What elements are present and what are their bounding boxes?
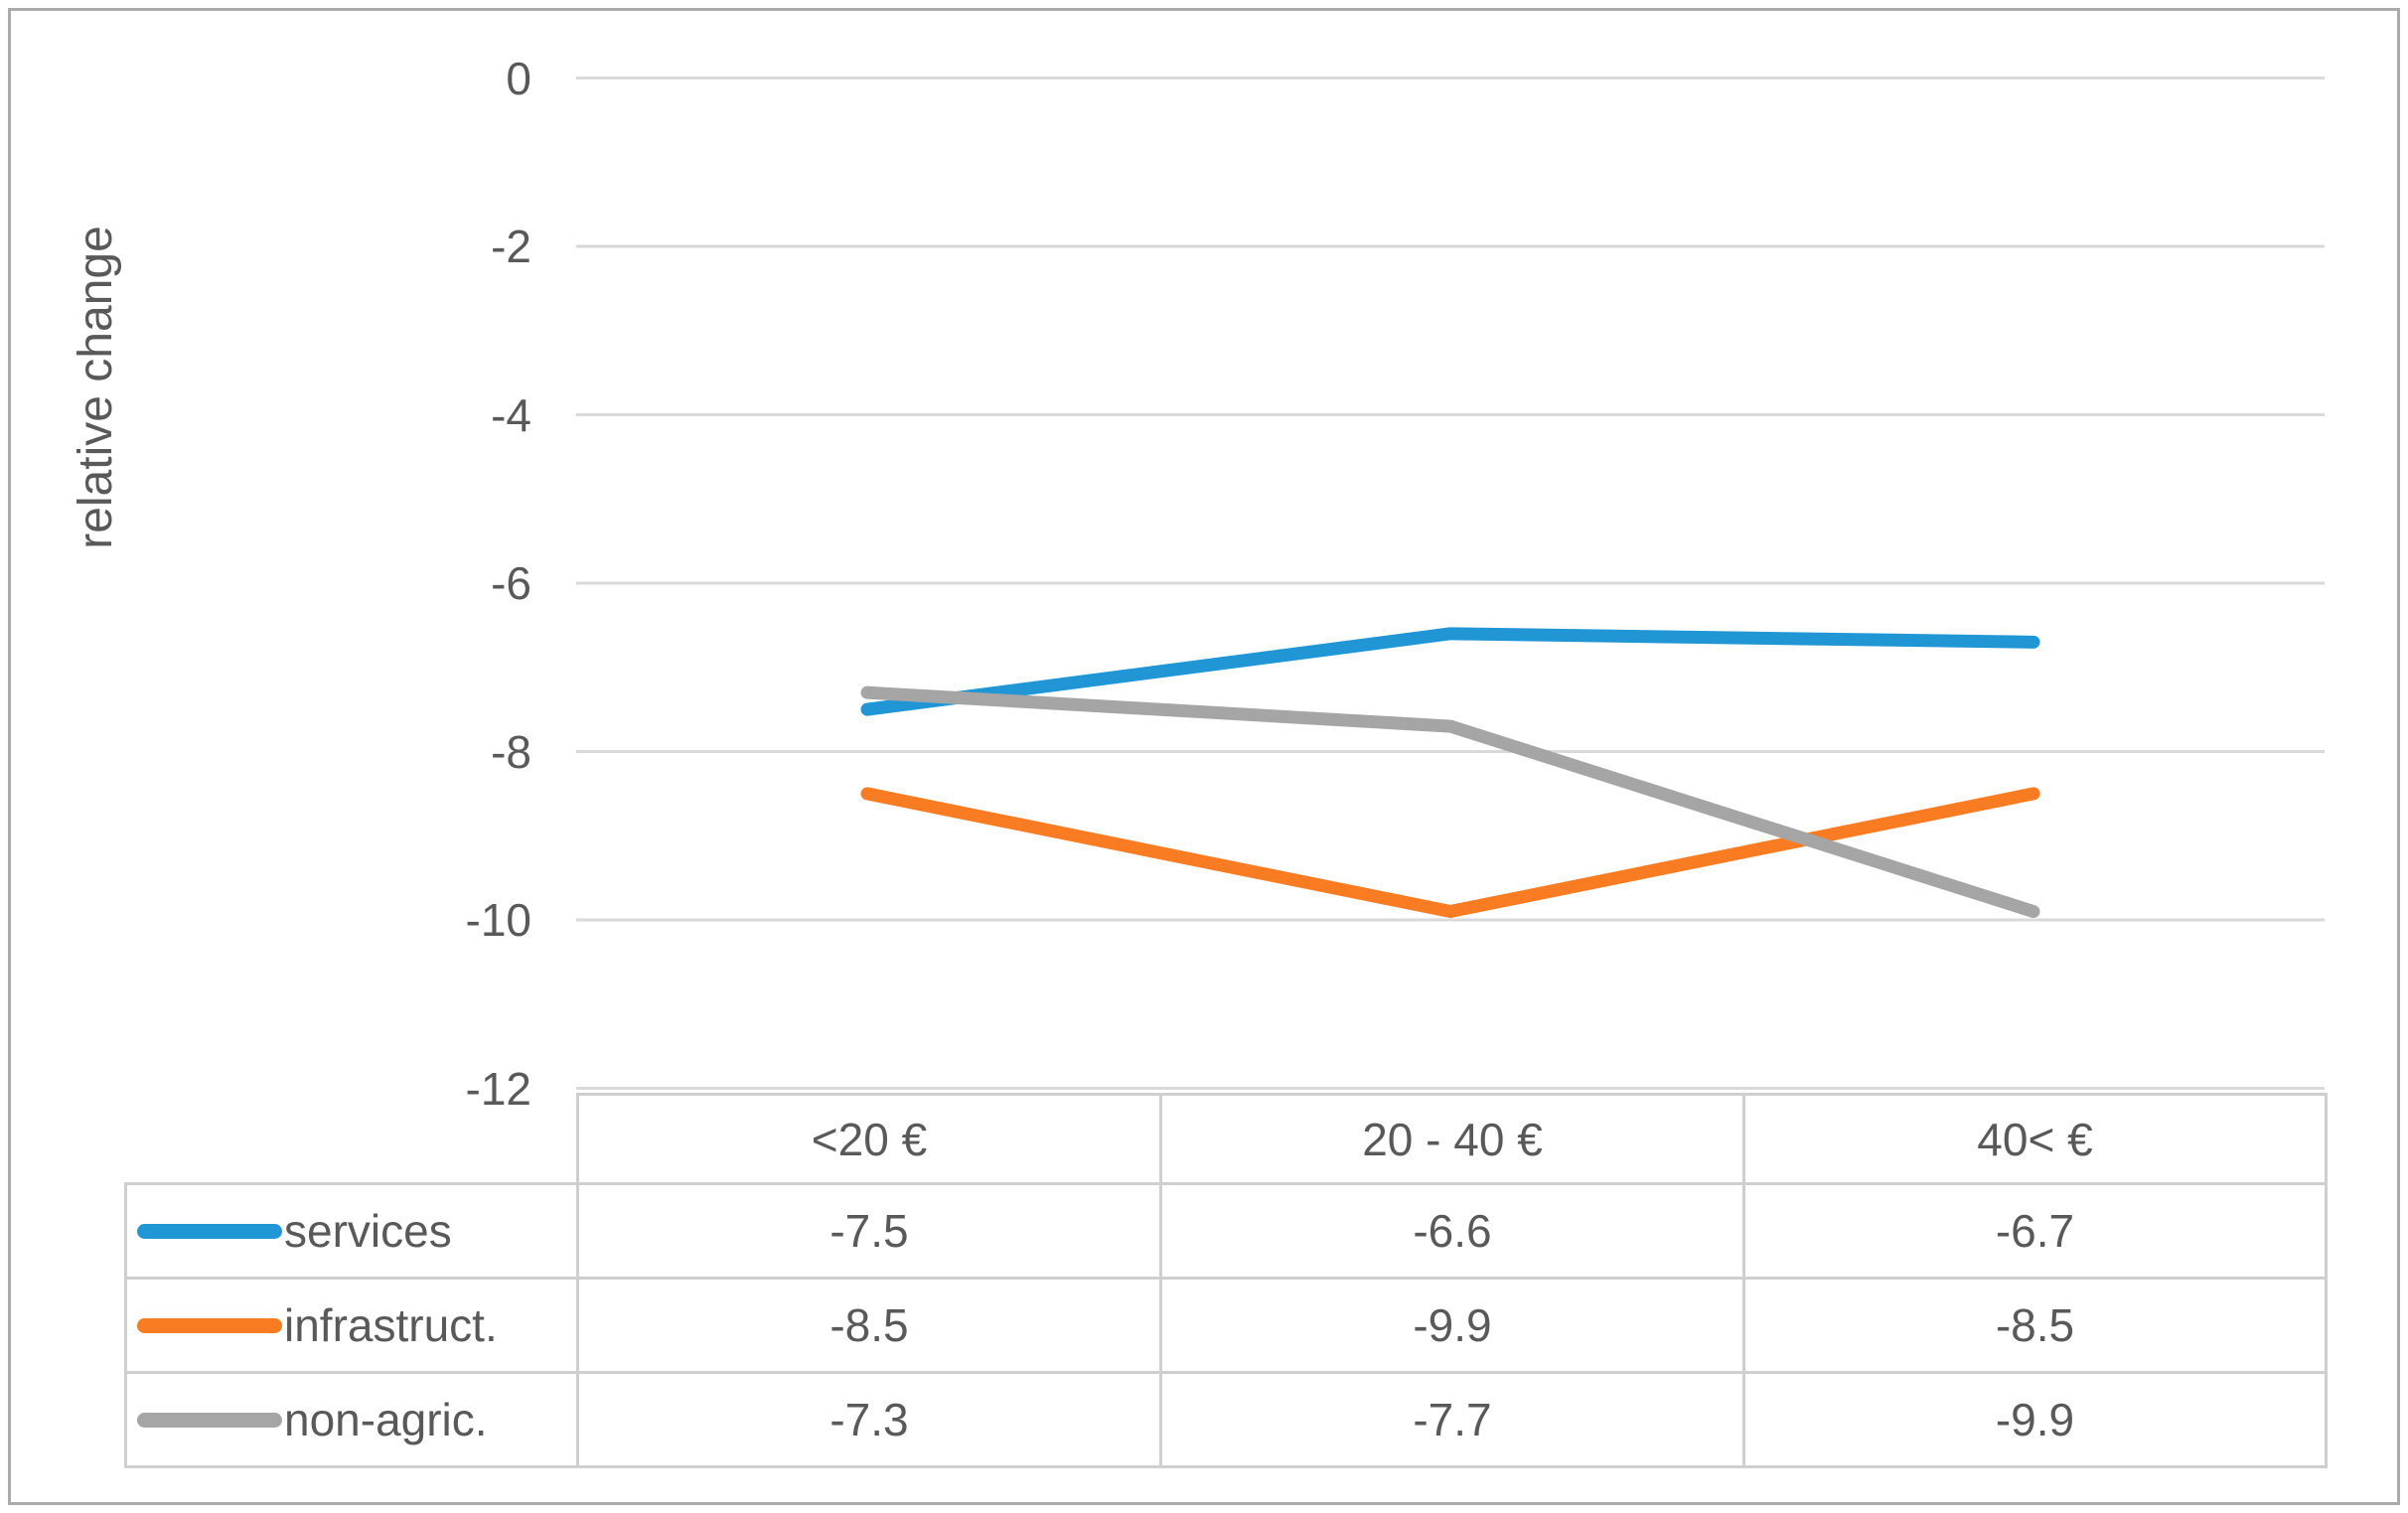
column-header: <20 € xyxy=(576,1093,1162,1185)
y-axis-tick-label: -10 xyxy=(465,894,531,946)
table-corner-cell xyxy=(126,1095,578,1184)
series-line-services xyxy=(860,627,2040,716)
y-axis: 0 -2 -4 -6 -8 -10 -12 xyxy=(0,0,531,1513)
legend-cell: services xyxy=(124,1182,579,1280)
legend-cell: non-agric. xyxy=(124,1371,579,1468)
series-line-non-agric xyxy=(860,685,2040,919)
legend-line-swatch xyxy=(137,1223,282,1239)
column-header: 40< € xyxy=(1742,1093,2328,1185)
table-cell-value: -7.3 xyxy=(576,1371,1162,1468)
table-cell-value: -8.5 xyxy=(1742,1277,2328,1374)
table-cell-value: -8.5 xyxy=(576,1277,1162,1374)
legend-label: non-agric. xyxy=(284,1394,488,1445)
y-axis-tick-label: -12 xyxy=(465,1062,531,1115)
legend-label: services xyxy=(284,1205,452,1257)
y-axis-tick-label: 0 xyxy=(506,52,531,104)
legend-line-swatch xyxy=(137,1317,282,1333)
legend-cell: infrastruct. xyxy=(124,1277,579,1374)
y-axis-tick-label: -6 xyxy=(491,557,531,609)
data-table: <20 €20 - 40 €40< € services -7.5 -6.6 -6.7… xyxy=(124,1093,2328,1468)
table-cell-value: -7.7 xyxy=(1159,1371,1745,1468)
y-axis-tick-label: -8 xyxy=(491,725,531,778)
table-row: non-agric. -7.3 -7.7 -9.9 xyxy=(124,1371,2328,1468)
table-row: services -7.5 -6.6 -6.7 xyxy=(124,1182,2328,1280)
y-axis-tick-label: -4 xyxy=(491,388,531,441)
table-cell-value: -9.9 xyxy=(1742,1371,2328,1468)
y-axis-tick-label: -2 xyxy=(491,221,531,272)
table-cell-value: -6.6 xyxy=(1159,1182,1745,1280)
table-cell-value: -6.7 xyxy=(1742,1182,2328,1280)
series-line-group xyxy=(860,627,2040,919)
gridline-group xyxy=(576,76,2325,1090)
table-row: infrastruct. -8.5 -9.9 -8.5 xyxy=(124,1277,2328,1374)
table-cell-value: -9.9 xyxy=(1159,1277,1745,1374)
legend-label: infrastruct. xyxy=(284,1299,498,1351)
column-header: 20 - 40 € xyxy=(1159,1093,1745,1185)
series-line-infrastruct xyxy=(860,787,2040,919)
table-cell-value: -7.5 xyxy=(576,1182,1162,1280)
legend-line-swatch xyxy=(137,1412,282,1428)
table-header-row: <20 €20 - 40 €40< € xyxy=(126,1093,2328,1185)
